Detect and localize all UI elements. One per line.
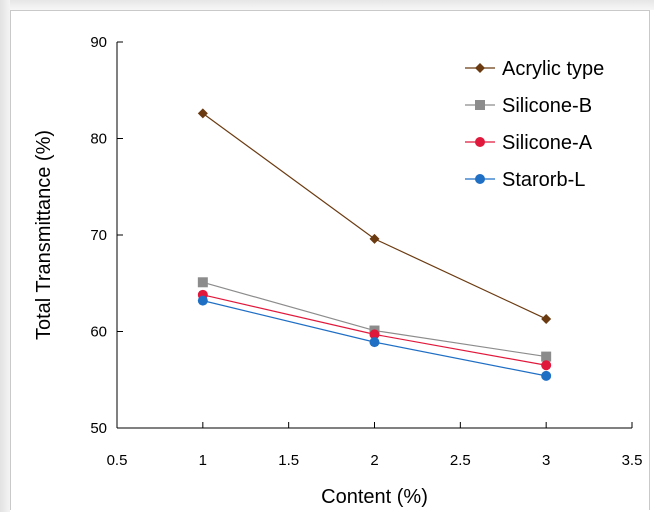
data-point-acrylic-type (197, 108, 208, 119)
window-top-shadow (0, 0, 654, 10)
y-tick-label: 80 (90, 131, 107, 148)
legend-label-silicone-a: Silicone-A (502, 132, 593, 154)
data-point-silicone-a (541, 360, 552, 371)
x-tick-label: 1.5 (278, 452, 299, 469)
legend-marker-silicone-b (475, 100, 485, 110)
data-point-acrylic-type (541, 313, 552, 324)
data-point-starorb-l (197, 295, 208, 306)
data-point-silicone-b (541, 351, 552, 362)
legend: Acrylic type Silicone-B Silicone-A Starorb-… (465, 58, 604, 191)
data-point-starorb-l (541, 370, 552, 381)
data-point-starorb-l (369, 337, 380, 348)
legend-marker-silicone-a (475, 137, 485, 147)
x-tick-label: 1 (199, 452, 207, 469)
x-axis-title: Content (%) (321, 486, 428, 508)
y-tick-label: 70 (90, 227, 107, 244)
legend-marker-starorb-l (475, 174, 485, 184)
y-tick-label: 90 (90, 34, 107, 51)
axes: 50 60 70 80 90 0.5 1 1.5 2 2.5 3 3.5 (90, 34, 642, 469)
x-tick-label: 3 (542, 452, 550, 469)
x-tick-label: 2 (370, 452, 378, 469)
legend-marker-acrylic-type (475, 63, 485, 73)
y-tick-label: 60 (90, 324, 107, 341)
legend-label-acrylic-type: Acrylic type (502, 58, 604, 80)
legend-label-starorb-l: Starorb-L (502, 169, 585, 191)
window-left-shadow (0, 0, 10, 512)
y-axis-title: Total Transmittance (%) (33, 130, 55, 340)
series-line-acrylic-type (202, 112, 547, 320)
data-point-acrylic-type (369, 233, 380, 244)
x-tick-label: 0.5 (107, 452, 128, 469)
legend-label-silicone-b: Silicone-B (502, 95, 592, 117)
y-tick-label: 50 (90, 420, 107, 437)
data-point-silicone-b (197, 277, 208, 288)
x-tick-label: 2.5 (450, 452, 471, 469)
data-point-silicone-a (369, 329, 380, 340)
x-tick-label: 3.5 (622, 452, 643, 469)
series-markers (197, 108, 552, 381)
